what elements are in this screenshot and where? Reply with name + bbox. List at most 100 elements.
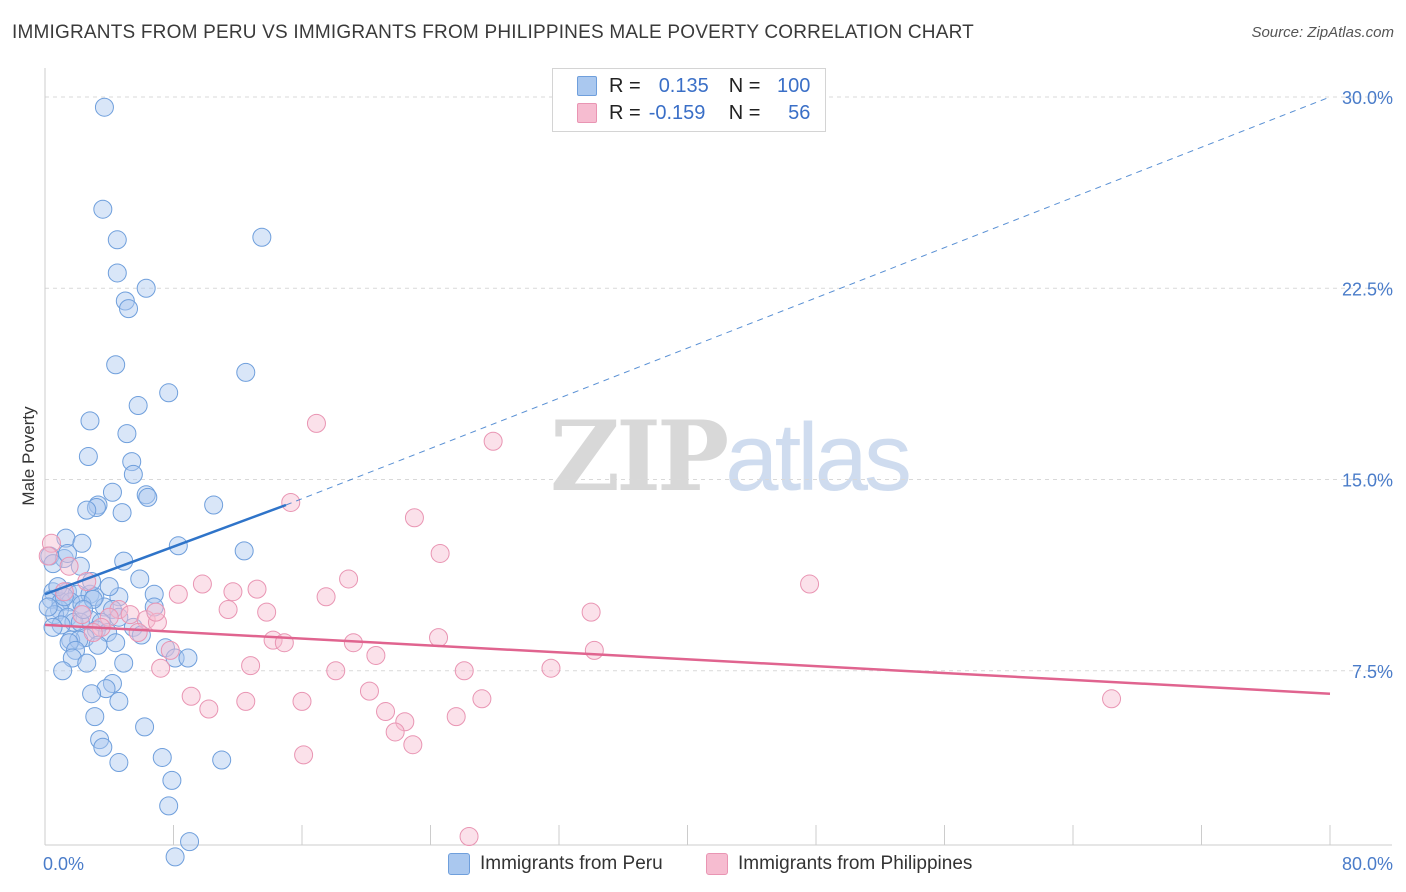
point-peru-75: [102, 674, 122, 693]
point-philippines-19: [581, 602, 601, 622]
point-philippines-48: [385, 722, 405, 742]
point-philippines-10: [800, 574, 820, 594]
point-philippines-44: [376, 702, 396, 722]
legend-n-label-peru: N =: [728, 74, 761, 97]
legend-n-label-philippines: N =: [728, 101, 761, 124]
point-philippines-31: [366, 645, 386, 665]
point-peru-86: [162, 770, 182, 790]
point-peru-74: [53, 661, 73, 681]
point-philippines-0: [41, 533, 61, 553]
legend-r-value-peru: 0.135: [658, 74, 709, 97]
y-tick-label-2: 22.5%: [1342, 279, 1393, 299]
x-tick-label-min: 0.0%: [43, 854, 84, 874]
point-peru-73: [114, 653, 134, 673]
point-philippines-2: [59, 556, 79, 576]
point-philippines-49: [403, 735, 423, 755]
point-peru-89: [165, 847, 185, 867]
point-peru-2: [252, 227, 272, 247]
point-philippines-47: [395, 712, 415, 732]
point-peru-80: [135, 717, 155, 737]
point-philippines-13: [168, 584, 188, 604]
point-philippines-8: [430, 543, 450, 563]
watermark-atlas: atlas: [725, 404, 912, 511]
legend-n-value-philippines: 56: [788, 101, 811, 124]
point-peru-11: [128, 396, 148, 416]
bottom-legend-swatch-peru: [448, 853, 470, 875]
point-peru-79: [85, 707, 105, 727]
trendline-philippines: [44, 623, 1331, 695]
legend-r-value-philippines: -0.159: [648, 101, 706, 124]
point-peru-4: [107, 263, 127, 283]
point-peru-77: [82, 684, 102, 704]
point-peru-1: [93, 199, 113, 219]
point-philippines-17: [218, 600, 238, 620]
point-peru-14: [78, 447, 98, 467]
gridlines: [45, 96, 1392, 672]
watermark: ZIPatlas: [550, 400, 912, 513]
point-peru-88: [180, 832, 200, 852]
point-peru-68: [155, 638, 175, 658]
point-peru-19: [138, 487, 158, 507]
point-peru-5: [136, 278, 156, 298]
point-philippines-34: [151, 658, 171, 678]
point-peru-16: [123, 464, 143, 484]
point-philippines-25: [128, 623, 148, 642]
point-philippines-12: [223, 582, 243, 602]
y-tick-label-3: 30.0%: [1342, 88, 1393, 108]
point-philippines-16: [109, 600, 129, 620]
point-peru-13: [117, 424, 137, 444]
point-peru-47: [102, 600, 122, 620]
point-peru-72: [77, 653, 97, 673]
point-peru-67: [66, 640, 86, 660]
legend-swatch-peru: [577, 76, 597, 96]
point-philippines-32: [584, 640, 604, 660]
point-philippines-52: [1102, 689, 1122, 709]
point-peru-6: [115, 291, 135, 311]
point-peru-17: [102, 482, 122, 502]
point-philippines-37: [454, 661, 474, 681]
point-peru-3: [107, 230, 127, 250]
point-philippines-43: [359, 681, 379, 701]
legend-r-label-peru: R =: [609, 74, 641, 97]
legend-r-label-philippines: R =: [609, 101, 641, 124]
point-philippines-22: [99, 607, 119, 627]
y-tick-label-1: 15.0%: [1342, 471, 1393, 491]
point-peru-87: [159, 796, 179, 816]
point-philippines-14: [247, 579, 267, 599]
bottom-legend-label-philippines: Immigrants from Philippines: [738, 853, 973, 874]
point-peru-12: [80, 411, 100, 431]
bottom-legend-philippines: Immigrants from Philippines: [706, 851, 972, 877]
chart-title: IMMIGRANTS FROM PERU VS IMMIGRANTS FROM …: [12, 22, 974, 43]
point-peru-78: [109, 691, 129, 711]
point-peru-81: [90, 730, 110, 750]
point-peru-71: [62, 648, 82, 668]
point-peru-64: [106, 633, 126, 653]
legend-n-value-peru: 100: [777, 74, 811, 97]
point-peru-59: [86, 620, 106, 640]
point-philippines-50: [294, 745, 314, 765]
legend-row-philippines: R = -0.159 N = 56: [577, 100, 810, 126]
point-philippines-5: [483, 431, 503, 451]
point-philippines-33: [160, 640, 180, 660]
point-peru-84: [109, 753, 129, 773]
trendline-peru: [44, 503, 287, 596]
y-axis-title: Male Poverty: [19, 406, 38, 506]
point-philippines-9: [339, 569, 359, 589]
point-philippines-36: [326, 661, 346, 681]
watermark-zip: ZIP: [550, 400, 729, 513]
point-peru-24: [112, 503, 132, 523]
point-philippines-4: [306, 413, 326, 433]
point-peru-8: [106, 355, 126, 375]
stats-legend: R = 0.135 N = 100 R = -0.159 N = 56: [552, 68, 826, 132]
point-philippines-20: [120, 605, 140, 625]
point-philippines-21: [72, 605, 92, 625]
trendlines: [44, 96, 1331, 695]
y-tick-label-0: 7.5%: [1352, 662, 1393, 682]
bottom-legend-swatch-philippines: [706, 853, 728, 875]
point-philippines-41: [236, 691, 256, 711]
point-peru-58: [43, 617, 63, 637]
point-philippines-7: [404, 508, 424, 528]
point-peru-28: [234, 541, 254, 561]
tick-labels: 7.5% 15.0% 22.5% 30.0% 0.0% 80.0% Male Poverty: [19, 88, 1393, 874]
